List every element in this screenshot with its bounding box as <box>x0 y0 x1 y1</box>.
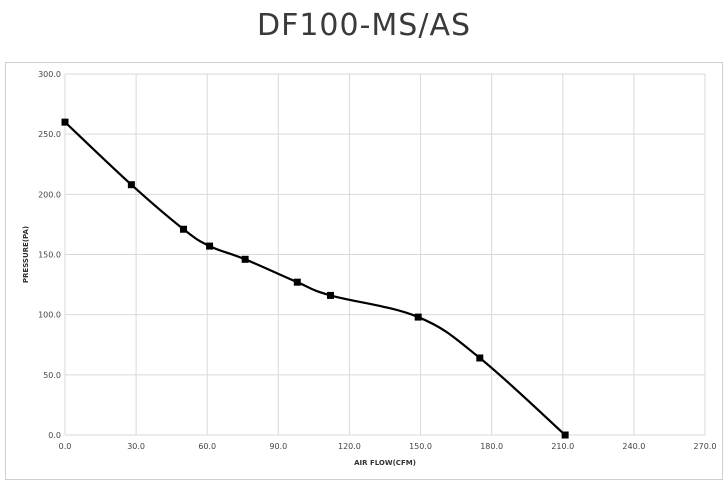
x-tick-label: 30.0 <box>127 442 145 451</box>
data-point <box>180 225 188 233</box>
data-point <box>293 278 301 286</box>
y-tick-label: 0.0 <box>48 431 61 440</box>
y-axis-label: PRESSURE(PA) <box>22 226 30 283</box>
x-tick-label: 240.0 <box>622 442 645 451</box>
x-tick-label: 270.0 <box>694 442 717 451</box>
x-tick-label: 210.0 <box>551 442 574 451</box>
x-tick-label: 90.0 <box>269 442 287 451</box>
x-axis-label: AIR FLOW(CFM) <box>354 459 416 467</box>
y-tick-label: 100.0 <box>38 311 61 320</box>
series-line <box>64 121 566 436</box>
chart-title: DF100-MS/AS <box>256 8 472 43</box>
y-tick-label: 50.0 <box>43 371 61 380</box>
data-point <box>326 291 334 299</box>
data-point <box>561 431 569 439</box>
data-point <box>127 181 135 189</box>
x-tick-label: 60.0 <box>198 442 216 451</box>
x-tick-label: 0.0 <box>59 442 72 451</box>
data-point <box>241 255 249 263</box>
series-layer <box>61 118 569 439</box>
x-tick-labels: 0.0 30.0 60.0 90.0 120.0 150.0 180.0 210.0 240.0… <box>59 442 717 451</box>
x-tick-label: 180.0 <box>480 442 503 451</box>
data-point <box>61 118 69 126</box>
data-point <box>414 313 422 321</box>
grid-lines <box>64 73 706 436</box>
chart-frame <box>5 62 723 480</box>
data-point <box>476 354 484 362</box>
y-tick-labels: 0.0 50.0 100.0 150.0 200.0 250.0 300.0 <box>38 70 61 440</box>
x-tick-label: 120.0 <box>338 442 361 451</box>
y-tick-label: 300.0 <box>38 70 61 79</box>
y-tick-label: 150.0 <box>38 251 61 260</box>
y-tick-label: 250.0 <box>38 130 61 139</box>
data-point <box>206 242 214 250</box>
y-tick-label: 200.0 <box>38 190 61 199</box>
x-tick-label: 150.0 <box>409 442 432 451</box>
